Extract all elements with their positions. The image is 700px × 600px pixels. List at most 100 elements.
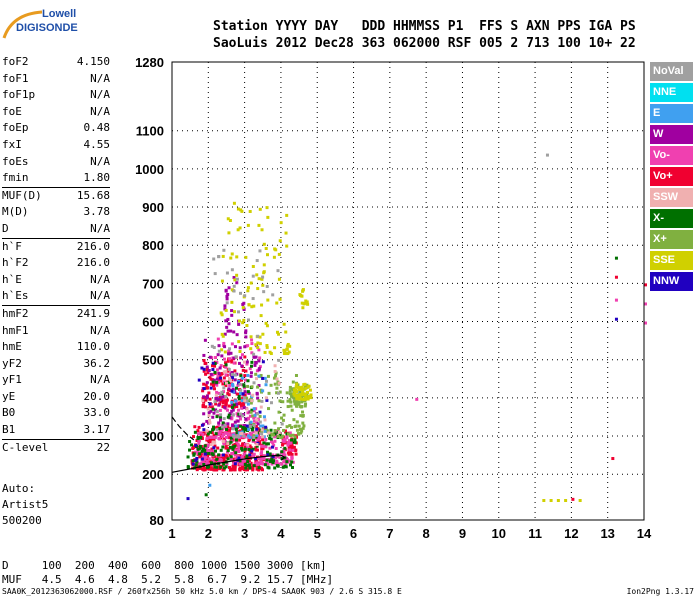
echo-point [257,468,261,472]
echo-point [240,406,244,410]
echo-point [205,419,209,423]
echo-point [294,448,298,452]
echo-point [243,355,247,359]
echo-point [266,450,270,454]
echo-point [276,269,280,273]
echo-point [283,464,287,468]
echo-point [246,318,250,322]
echo-point [250,305,254,309]
echo-point [292,399,296,403]
echo-point [211,380,215,384]
echo-point [227,352,231,356]
echo-point [263,350,267,354]
echo-point [240,444,244,448]
echo-point [256,396,260,400]
echo-point [644,302,647,306]
echo-point [219,311,223,315]
echo-point [226,317,230,321]
echo-point [293,402,297,406]
echo-point [295,400,299,404]
echo-point [212,387,216,391]
echo-point [281,400,285,404]
echo-point [229,378,233,382]
echo-point [250,436,254,440]
echo-point [303,404,307,408]
echo-point [251,447,255,451]
echo-point [204,493,208,497]
echo-point [215,380,219,384]
echo-point [221,432,225,436]
echo-point [202,395,206,399]
echo-point [205,437,209,441]
echo-point [262,415,266,419]
logo-lowell-text: Lowell [42,8,77,20]
echo-point [191,462,195,466]
echo-point [210,467,214,471]
echo-point [224,446,228,450]
echo-point [288,344,292,348]
echo-point [265,345,269,349]
echo-point [243,345,247,349]
distance-row: D 100 200 400 600 800 1000 1500 3000 [km… [2,559,327,572]
echo-point [199,454,203,458]
echo-point [263,428,267,432]
param-value: 33.0 [83,406,111,420]
y-tick-label: 400 [142,391,164,406]
echo-point [249,446,253,450]
echo-point [294,424,298,428]
echo-point [230,468,234,472]
echo-point [268,452,272,456]
echo-point [198,446,202,450]
echo-point [215,425,219,429]
echo-point [253,363,257,367]
echo-point [564,499,568,503]
echo-point [230,400,234,404]
echo-point [223,466,227,470]
echo-point [263,463,267,467]
echo-point [269,352,273,356]
param-value: N/A [90,154,110,168]
echo-point [238,349,242,353]
echo-point [256,422,260,426]
echo-point [295,420,299,424]
echo-point [263,376,267,380]
echo-point [235,333,239,337]
echo-point [265,324,269,328]
echo-point [238,382,242,386]
echo-point [240,364,244,368]
legend-item: SSW [650,188,693,207]
echo-point [233,468,237,472]
echo-point [244,329,248,333]
echo-point [208,421,212,425]
echo-point [206,407,210,411]
echo-point [193,430,197,434]
echo-point [270,445,274,449]
echo-point [304,402,308,406]
echo-point [204,447,208,451]
echo-point [248,424,252,428]
echo-point [283,453,287,457]
y-tick-label: 200 [142,467,164,482]
echo-point [261,435,265,439]
echo-point [214,449,218,453]
echo-point [289,441,293,445]
echo-point [291,460,295,464]
echo-point [261,275,265,279]
echo-point [256,341,260,345]
echo-point [226,442,230,446]
param-label: D [2,221,9,235]
echo-point [264,437,268,441]
echo-point [257,277,261,281]
echo-point [258,335,262,339]
echo-point [295,428,299,432]
echo-point [218,418,222,422]
param-row: h`F 216.0 [2,237,110,256]
echo-point [220,434,224,438]
echo-point [217,453,221,457]
echo-point [248,431,252,435]
echo-point [221,453,225,457]
echo-point [258,249,262,253]
echo-point [237,456,241,460]
echo-point [270,457,274,461]
echo-point [214,408,218,412]
